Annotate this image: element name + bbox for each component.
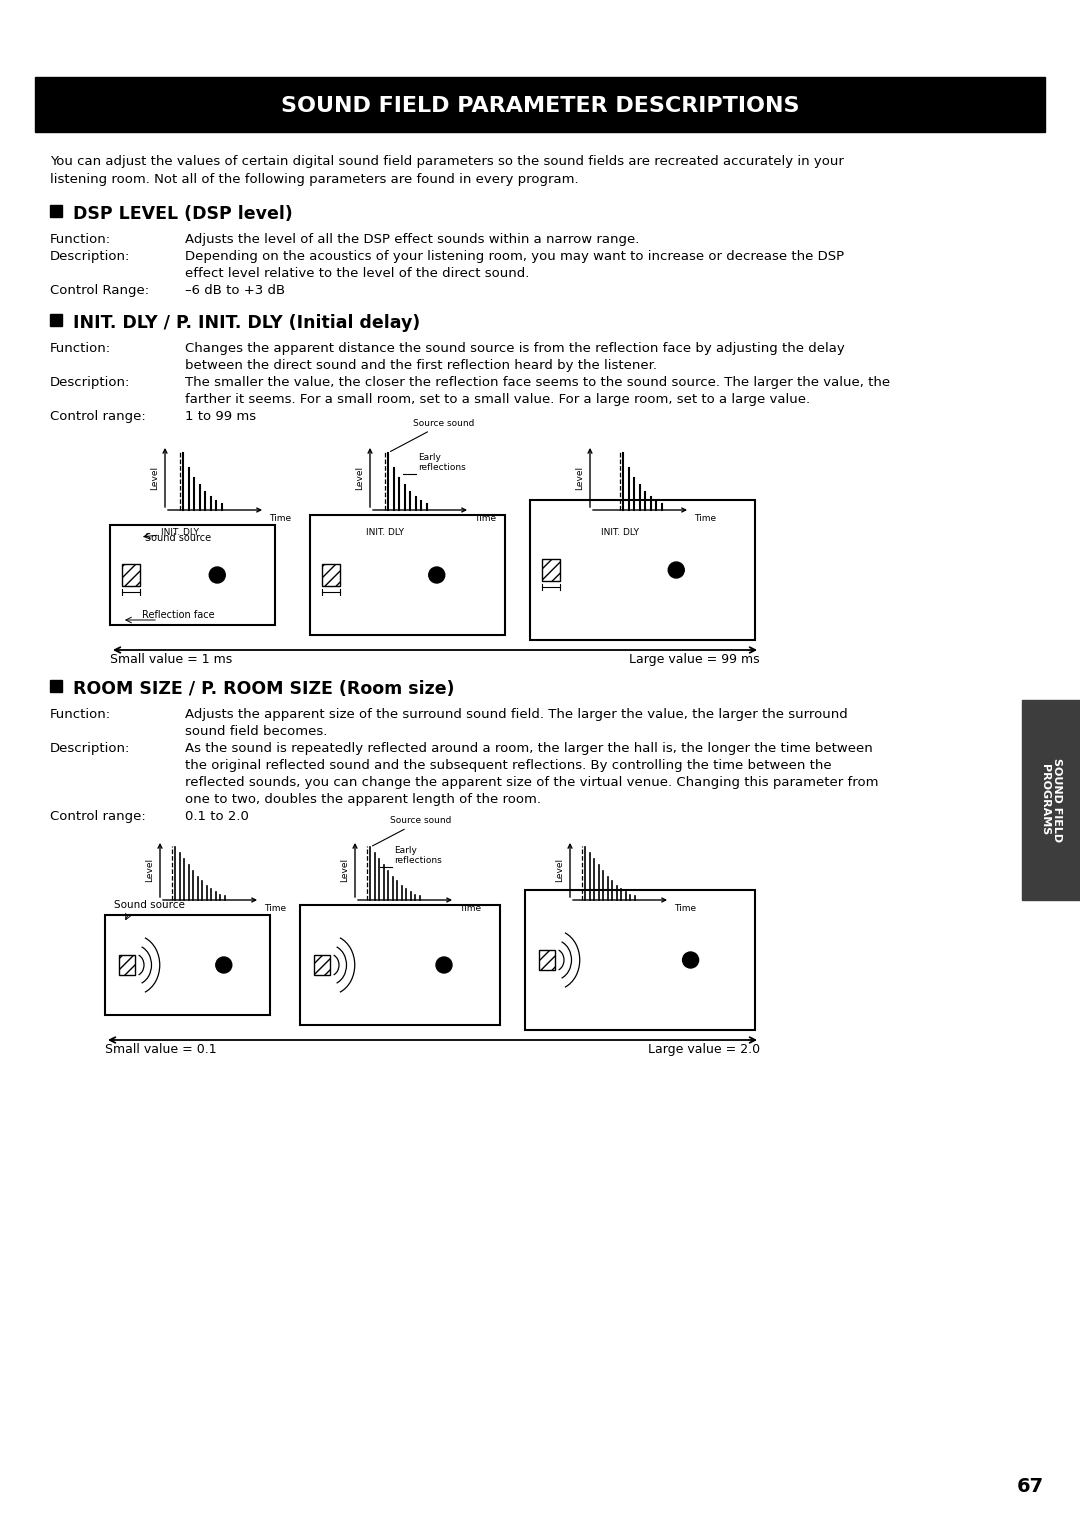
Text: Adjusts the level of all the DSP effect sounds within a narrow range.: Adjusts the level of all the DSP effect … (185, 233, 639, 246)
Text: Description:: Description: (50, 375, 131, 389)
Text: ROOM SIZE / P. ROOM SIZE (Room size): ROOM SIZE / P. ROOM SIZE (Room size) (73, 681, 455, 697)
Text: 0.1 to 2.0: 0.1 to 2.0 (185, 810, 248, 823)
Text: Time: Time (674, 903, 697, 913)
Bar (322, 565, 340, 586)
Bar (122, 565, 140, 586)
Text: Source sound: Source sound (373, 816, 451, 845)
Text: one to two, doubles the apparent length of the room.: one to two, doubles the apparent length … (185, 794, 541, 806)
Circle shape (436, 957, 453, 974)
Circle shape (683, 952, 699, 967)
Text: Large value = 99 ms: Large value = 99 ms (630, 653, 760, 665)
Text: You can adjust the values of certain digital sound field parameters so the sound: You can adjust the values of certain dig… (50, 156, 843, 168)
Text: Function:: Function: (50, 342, 111, 356)
Text: Sound source: Sound source (114, 900, 185, 909)
Text: Control range:: Control range: (50, 810, 146, 823)
Bar (539, 951, 555, 971)
Bar (542, 559, 561, 581)
Circle shape (429, 568, 445, 583)
Circle shape (669, 562, 685, 578)
Text: Adjusts the apparent size of the surround sound field. The larger the value, the: Adjusts the apparent size of the surroun… (185, 708, 848, 720)
Text: Time: Time (264, 903, 286, 913)
Text: Small value = 0.1: Small value = 0.1 (105, 1042, 217, 1056)
Text: Source sound: Source sound (391, 418, 474, 452)
Text: Control Range:: Control Range: (50, 284, 149, 298)
Text: between the direct sound and the first reflection heard by the listener.: between the direct sound and the first r… (185, 359, 657, 372)
Text: Level: Level (576, 465, 584, 490)
Bar (530, 501, 755, 639)
Text: As the sound is repeatedly reflected around a room, the larger the hall is, the : As the sound is repeatedly reflected aro… (185, 742, 873, 755)
Text: Description:: Description: (50, 250, 131, 262)
Text: Description:: Description: (50, 742, 131, 755)
Text: Function:: Function: (50, 708, 111, 720)
Text: Changes the apparent distance the sound source is from the reflection face by ad: Changes the apparent distance the sound … (185, 342, 845, 356)
Bar (119, 955, 135, 975)
Bar (314, 955, 330, 975)
Circle shape (216, 957, 232, 974)
Text: sound field becomes.: sound field becomes. (185, 725, 327, 739)
Text: Level: Level (146, 858, 154, 882)
Text: SOUND FIELD
PROGRAMS: SOUND FIELD PROGRAMS (1040, 758, 1062, 842)
Text: farther it seems. For a small room, set to a small value. For a large room, set : farther it seems. For a small room, set … (185, 394, 810, 406)
Text: Time: Time (459, 903, 481, 913)
Text: listening room. Not all of the following parameters are found in every program.: listening room. Not all of the following… (50, 172, 579, 186)
Text: Depending on the acoustics of your listening room, you may want to increase or d: Depending on the acoustics of your liste… (185, 250, 845, 262)
Bar (35, 76, 1045, 133)
Text: Reflection face: Reflection face (141, 610, 215, 620)
Text: Time: Time (269, 514, 292, 523)
Text: –6 dB to +3 dB: –6 dB to +3 dB (185, 284, 285, 298)
Bar (50, 681, 62, 691)
Text: Early
reflections: Early reflections (418, 453, 465, 472)
Bar (1022, 700, 1080, 900)
Bar (310, 514, 505, 635)
Circle shape (210, 568, 226, 583)
Bar (300, 905, 500, 1025)
Text: 1 to 99 ms: 1 to 99 ms (185, 410, 256, 423)
Text: Level: Level (355, 465, 365, 490)
Text: The smaller the value, the closer the reflection face seems to the sound source.: The smaller the value, the closer the re… (185, 375, 890, 389)
Text: INIT. DLY / P. INIT. DLY (Initial delay): INIT. DLY / P. INIT. DLY (Initial delay) (73, 314, 420, 333)
Text: INIT. DLY: INIT. DLY (161, 528, 199, 537)
Text: Time: Time (474, 514, 496, 523)
Text: Early
reflections: Early reflections (394, 845, 442, 865)
Text: Function:: Function: (50, 233, 111, 246)
Text: Sound source: Sound source (145, 533, 211, 543)
Text: Large value = 2.0: Large value = 2.0 (648, 1042, 760, 1056)
Text: Level: Level (555, 858, 565, 882)
Text: the original reflected sound and the subsequent reflections. By controlling the : the original reflected sound and the sub… (185, 758, 832, 772)
Bar (50, 314, 62, 327)
Bar (50, 204, 62, 217)
Text: Time: Time (694, 514, 716, 523)
Text: SOUND FIELD PARAMETER DESCRIPTIONS: SOUND FIELD PARAMETER DESCRIPTIONS (281, 96, 799, 116)
Text: effect level relative to the level of the direct sound.: effect level relative to the level of th… (185, 267, 529, 279)
Text: DSP LEVEL (DSP level): DSP LEVEL (DSP level) (73, 204, 293, 223)
Text: 67: 67 (1016, 1477, 1043, 1495)
Text: Small value = 1 ms: Small value = 1 ms (110, 653, 232, 665)
Text: reflected sounds, you can change the apparent size of the virtual venue. Changin: reflected sounds, you can change the app… (185, 777, 878, 789)
Bar (525, 890, 755, 1030)
Text: Control range:: Control range: (50, 410, 146, 423)
Text: INIT. DLY: INIT. DLY (600, 528, 639, 537)
Text: Level: Level (150, 465, 160, 490)
Bar (110, 525, 275, 626)
Text: INIT. DLY: INIT. DLY (366, 528, 404, 537)
Text: Level: Level (340, 858, 350, 882)
Bar (105, 916, 270, 1015)
